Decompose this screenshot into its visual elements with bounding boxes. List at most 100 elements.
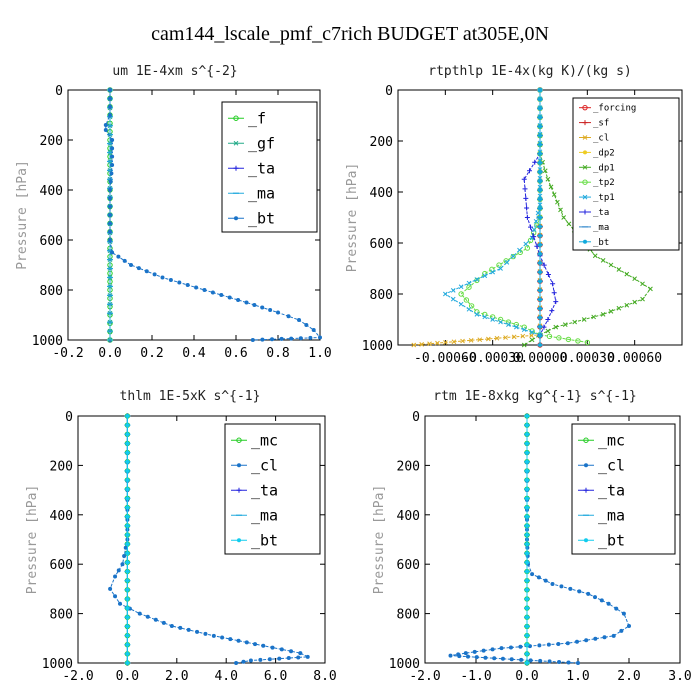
data-point <box>525 569 529 574</box>
data-point <box>108 204 112 209</box>
data-point <box>575 338 581 344</box>
data-point <box>538 179 542 184</box>
legend-item: _ta <box>231 481 278 499</box>
data-point <box>627 623 631 628</box>
y-tick-label: 800 <box>50 608 73 623</box>
data-point <box>536 575 541 580</box>
data-point <box>547 659 552 664</box>
data-point <box>279 336 284 341</box>
data-point <box>541 262 547 268</box>
data-point <box>525 560 529 565</box>
data-point <box>108 113 112 117</box>
data-point <box>419 342 425 347</box>
legend-label: _ma <box>598 506 625 524</box>
data-point <box>551 192 557 197</box>
data-point <box>565 641 570 646</box>
data-point <box>268 308 273 312</box>
x-tick-label: 0.6 <box>224 346 247 361</box>
data-point <box>621 611 626 616</box>
series-cl <box>448 414 631 665</box>
y-axis-label: Pressure [hPa] <box>345 163 360 273</box>
legend: _f _gf _ta _ma _bt <box>221 101 318 233</box>
data-point <box>545 317 551 322</box>
legend-item: _ta <box>228 159 275 177</box>
data-point <box>538 261 542 266</box>
data-point <box>632 299 638 305</box>
data-point <box>298 651 303 656</box>
data-point <box>110 146 115 151</box>
legend-label: _sf <box>593 119 609 129</box>
legend-item: _mc <box>231 431 278 449</box>
data-point <box>576 661 580 665</box>
data-point <box>185 283 190 287</box>
data-point <box>108 96 112 101</box>
data-point <box>490 317 496 322</box>
data-point <box>553 324 559 330</box>
data-point <box>252 303 257 307</box>
legend-item: _bt <box>578 531 625 549</box>
data-point <box>538 658 543 663</box>
series-tp2 <box>458 87 591 346</box>
legend-item: _ta <box>578 481 625 499</box>
legend-label: _dp2 <box>593 148 615 158</box>
y-tick-label: 0 <box>65 410 73 425</box>
data-point <box>538 315 542 320</box>
data-point <box>261 643 266 648</box>
y-tick-label: 0 <box>55 84 63 99</box>
data-point <box>550 281 556 287</box>
data-point <box>558 207 563 213</box>
legend-label: _gf <box>248 134 275 152</box>
data-point <box>122 553 127 558</box>
data-point <box>624 271 630 277</box>
x-tick-label: 0.0 <box>98 346 121 361</box>
data-point <box>457 654 462 659</box>
data-point <box>525 624 529 629</box>
data-point <box>546 642 551 647</box>
legend-marker <box>237 463 241 468</box>
data-point <box>521 176 527 182</box>
data-point <box>557 659 562 664</box>
data-point <box>525 414 529 418</box>
data-point <box>411 342 417 348</box>
data-point <box>202 288 207 292</box>
data-point <box>460 338 465 344</box>
y-axis-label: Pressure [hPa] <box>25 485 40 595</box>
x-tick-label: -1.0 <box>460 669 491 684</box>
data-point <box>468 303 475 309</box>
data-point <box>608 262 614 268</box>
data-point <box>125 441 130 446</box>
data-point <box>616 305 622 311</box>
data-point <box>525 542 529 547</box>
data-point <box>490 647 495 652</box>
data-point <box>538 324 542 329</box>
data-point <box>435 340 440 346</box>
data-point <box>296 655 301 660</box>
data-point <box>525 450 529 455</box>
data-point <box>137 611 142 616</box>
panel-4: rtm 1E-8xkg kg^{-1} s^{-1} Pressure [hPa]… <box>372 389 692 684</box>
series-line <box>444 90 541 336</box>
data-point <box>472 649 477 654</box>
legend-item: _dp1 <box>579 163 615 173</box>
data-point <box>125 551 130 556</box>
legend-item: _ma <box>579 223 609 233</box>
legend-box <box>224 423 321 555</box>
y-tick-label: 0 <box>412 410 420 425</box>
data-point <box>125 487 130 492</box>
data-point <box>568 586 573 591</box>
data-point <box>110 163 115 167</box>
y-tick-label: 200 <box>40 134 63 149</box>
legend-item: _f <box>228 109 266 127</box>
data-point <box>584 638 589 643</box>
data-point <box>562 322 568 327</box>
data-point <box>529 328 535 334</box>
legend-label: _ta <box>248 159 275 177</box>
data-point <box>427 341 432 347</box>
panel-1: um 1E-4xm s^{-2} Pressure [hPa] -0.2 0.0 0.2… <box>15 64 332 361</box>
data-point <box>533 218 539 224</box>
x-tick-label: -2.0 <box>409 669 440 684</box>
data-point <box>483 655 488 660</box>
data-point <box>486 336 491 342</box>
data-point <box>450 288 456 293</box>
data-point <box>125 661 130 665</box>
